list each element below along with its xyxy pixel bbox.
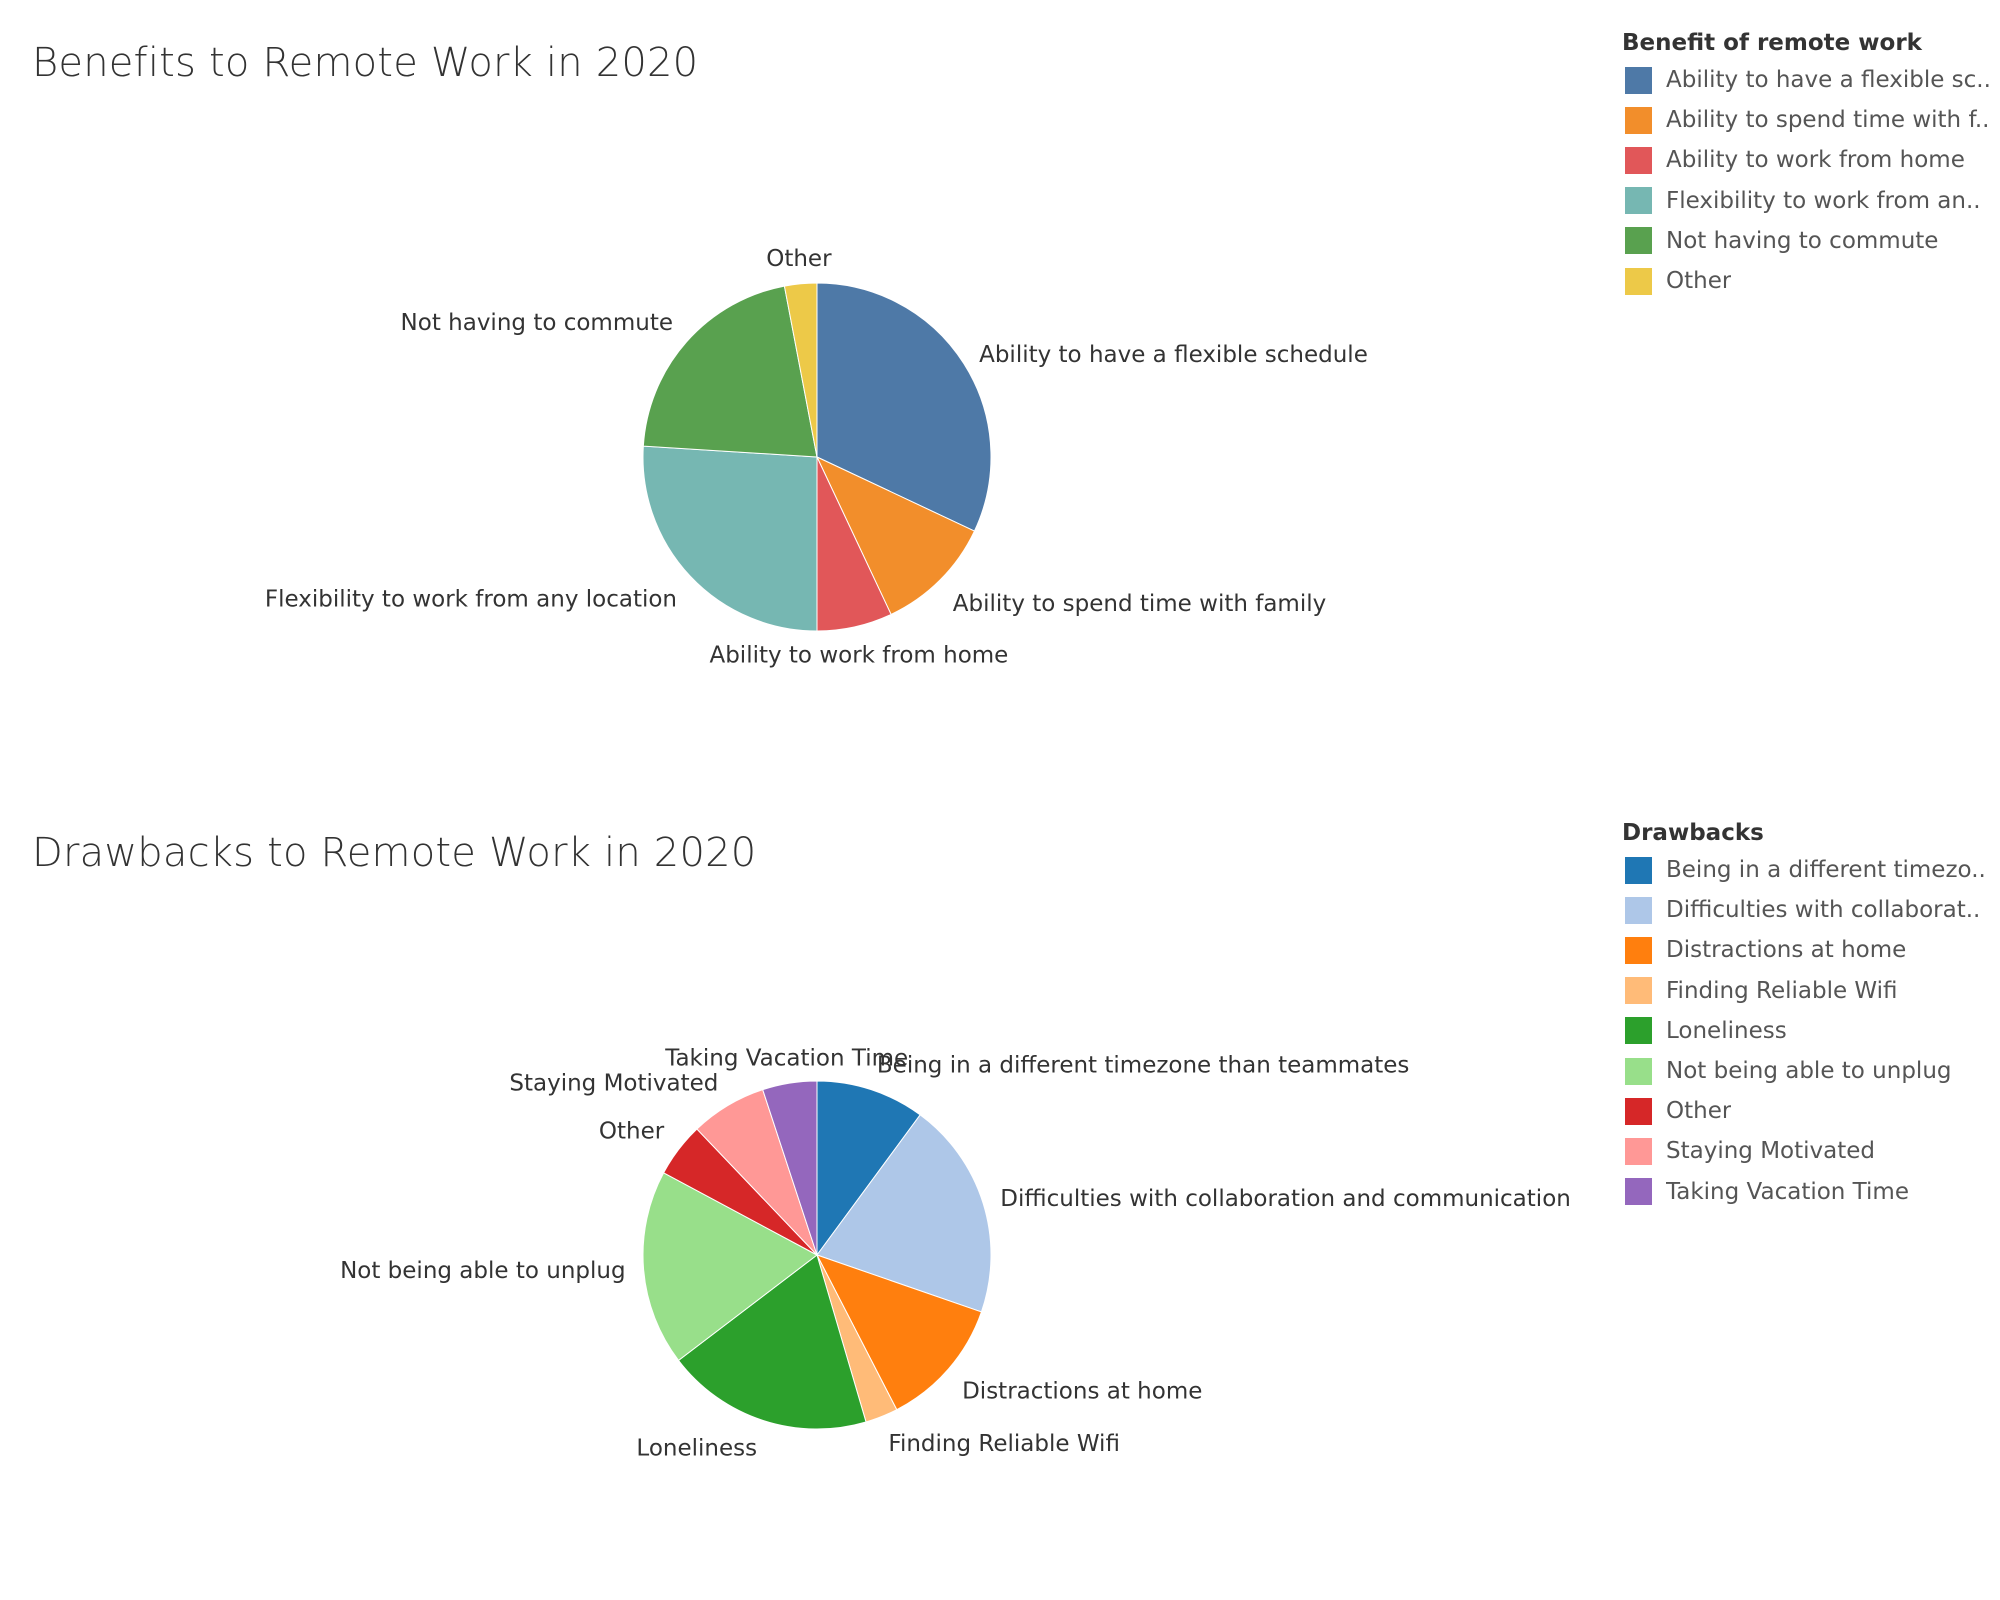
legend-item-flexibility-to-work-from-an[interactable]: Flexibility to work from an.. xyxy=(1622,181,1992,221)
legend-swatch xyxy=(1625,267,1652,295)
legend-item-finding-reliable-wifi[interactable]: Finding Reliable Wifi xyxy=(1622,971,1992,1011)
pie-label-flexibility-to-work-from-any-location: Flexibility to work from any location xyxy=(265,586,677,612)
legend-item-distractions-at-home[interactable]: Distractions at home xyxy=(1622,930,1992,970)
pie-label-not-having-to-commute: Not having to commute xyxy=(401,310,673,336)
legend-swatch xyxy=(1625,1178,1652,1206)
legend-item-other[interactable]: Other xyxy=(1622,261,1992,301)
drawbacks-legend: Drawbacks Being in a different timezo.. D… xyxy=(1622,820,1992,1212)
benefits-chart-title: Benefits to Remote Work in 2020 xyxy=(32,40,699,86)
legend-item-loneliness[interactable]: Loneliness xyxy=(1622,1011,1992,1051)
pie-label-ability-to-have-a-flexible-schedule: Ability to have a flexible schedule xyxy=(979,342,1368,368)
pie-slice-not-having-to-commute[interactable] xyxy=(642,285,818,458)
legend-item-taking-vacation-time[interactable]: Taking Vacation Time xyxy=(1622,1172,1992,1212)
legend-swatch xyxy=(1625,977,1652,1005)
pie-label-taking-vacation-time: Taking Vacation Time xyxy=(664,1045,908,1071)
legend-label: Other xyxy=(1666,268,1732,295)
pie-label-loneliness: Loneliness xyxy=(636,1435,757,1461)
pie-slice-distractions-at-home[interactable] xyxy=(815,1254,983,1411)
legend-swatch xyxy=(1625,1097,1652,1125)
pie-slice-not-being-able-to-unplug[interactable] xyxy=(642,1172,818,1362)
pie-slice-loneliness[interactable] xyxy=(677,1254,867,1430)
legend-swatch xyxy=(1625,187,1652,215)
pie-label-other: Other xyxy=(599,1119,665,1145)
benefits-legend: Benefit of remote work Ability to have a… xyxy=(1622,30,1992,301)
legend-label: Loneliness xyxy=(1666,1017,1787,1044)
pie-label-finding-reliable-wifi: Finding Reliable Wifi xyxy=(888,1431,1120,1457)
legend-label: Finding Reliable Wifi xyxy=(1666,977,1898,1004)
legend-swatch xyxy=(1625,146,1652,174)
legend-swatch xyxy=(1625,856,1652,884)
pie-label-difficulties-with-collaboration-and-communication: Difficulties with collaboration and comm… xyxy=(1000,1186,1571,1212)
pie-slice-being-in-a-different-timezone-than-teammates[interactable] xyxy=(816,1080,921,1257)
legend-item-ability-to-spend-time-with-f[interactable]: Ability to spend time with f.. xyxy=(1622,100,1992,140)
legend-item-not-being-able-to-unplug[interactable]: Not being able to unplug xyxy=(1622,1051,1992,1091)
legend-swatch xyxy=(1625,1137,1652,1165)
drawbacks-panel: Drawbacks to Remote Work in 2020 Being i… xyxy=(0,790,2000,1600)
pie-slice-ability-to-spend-time-with-family[interactable] xyxy=(815,455,976,616)
pie-label-staying-motivated: Staying Motivated xyxy=(509,1070,718,1096)
legend-swatch xyxy=(1625,936,1652,964)
legend-label: Taking Vacation Time xyxy=(1666,1178,1909,1205)
legend-label: Flexibility to work from an.. xyxy=(1666,187,1981,214)
legend-swatch xyxy=(1625,106,1652,134)
legend-swatch xyxy=(1625,1057,1652,1085)
drawbacks-pie-chart: Being in a different timezone than teamm… xyxy=(340,1045,1571,1461)
benefits-panel: Benefits to Remote Work in 2020 Ability … xyxy=(0,0,2000,790)
legend-label: Difficulties with collaborat.. xyxy=(1666,897,1981,924)
drawbacks-chart-title: Drawbacks to Remote Work in 2020 xyxy=(32,830,757,876)
legend-label: Ability to spend time with f.. xyxy=(1666,107,1990,134)
pie-slice-ability-to-have-a-flexible-schedule[interactable] xyxy=(816,282,992,532)
legend-swatch xyxy=(1625,227,1652,255)
benefits-legend-title: Benefit of remote work xyxy=(1622,30,1922,56)
legend-label: Staying Motivated xyxy=(1666,1138,1875,1165)
legend-swatch xyxy=(1625,896,1652,924)
legend-item-ability-to-work-from-home[interactable]: Ability to work from home xyxy=(1622,140,1992,180)
legend-swatch xyxy=(1625,1017,1652,1045)
legend-item-not-having-to-commute[interactable]: Not having to commute xyxy=(1622,221,1992,261)
pie-label-distractions-at-home: Distractions at home xyxy=(962,1379,1202,1405)
pie-label-being-in-a-different-timezone-than-teammates: Being in a different timezone than teamm… xyxy=(877,1053,1410,1079)
pie-slice-other[interactable] xyxy=(783,282,818,458)
legend-swatch xyxy=(1625,66,1652,94)
pie-slice-flexibility-to-work-from-any-location[interactable] xyxy=(642,445,818,632)
pie-slice-taking-vacation-time[interactable] xyxy=(762,1080,818,1256)
legend-item-being-in-a-different-timezo[interactable]: Being in a different timezo.. xyxy=(1622,850,1992,890)
benefits-pie-chart: Ability to have a flexible schedule Abili… xyxy=(265,246,1368,669)
pie-label-ability-to-spend-time-with-family: Ability to spend time with family xyxy=(953,591,1326,617)
drawbacks-legend-title: Drawbacks xyxy=(1622,820,1764,846)
pie-slice-difficulties-with-collaboration-and-communication[interactable] xyxy=(816,1114,992,1313)
legend-item-staying-motivated[interactable]: Staying Motivated xyxy=(1622,1131,1992,1171)
legend-item-difficulties-with-collaborat[interactable]: Difficulties with collaborat.. xyxy=(1622,890,1992,930)
pie-label-not-being-able-to-unplug: Not being able to unplug xyxy=(340,1258,626,1284)
pie-label-other: Other xyxy=(766,246,832,272)
legend-label: Not being able to unplug xyxy=(1666,1058,1952,1085)
legend-item-other[interactable]: Other xyxy=(1622,1091,1992,1131)
legend-label: Being in a different timezo.. xyxy=(1666,857,1986,884)
legend-label: Ability to work from home xyxy=(1666,147,1965,174)
legend-label: Other xyxy=(1666,1098,1732,1125)
legend-label: Not having to commute xyxy=(1666,227,1939,254)
legend-item-ability-to-have-a-flexible-sc[interactable]: Ability to have a flexible sc.. xyxy=(1622,60,1992,100)
legend-label: Distractions at home xyxy=(1666,937,1907,964)
legend-label: Ability to have a flexible sc.. xyxy=(1666,67,1991,94)
pie-label-ability-to-work-from-home: Ability to work from home xyxy=(709,642,1008,668)
